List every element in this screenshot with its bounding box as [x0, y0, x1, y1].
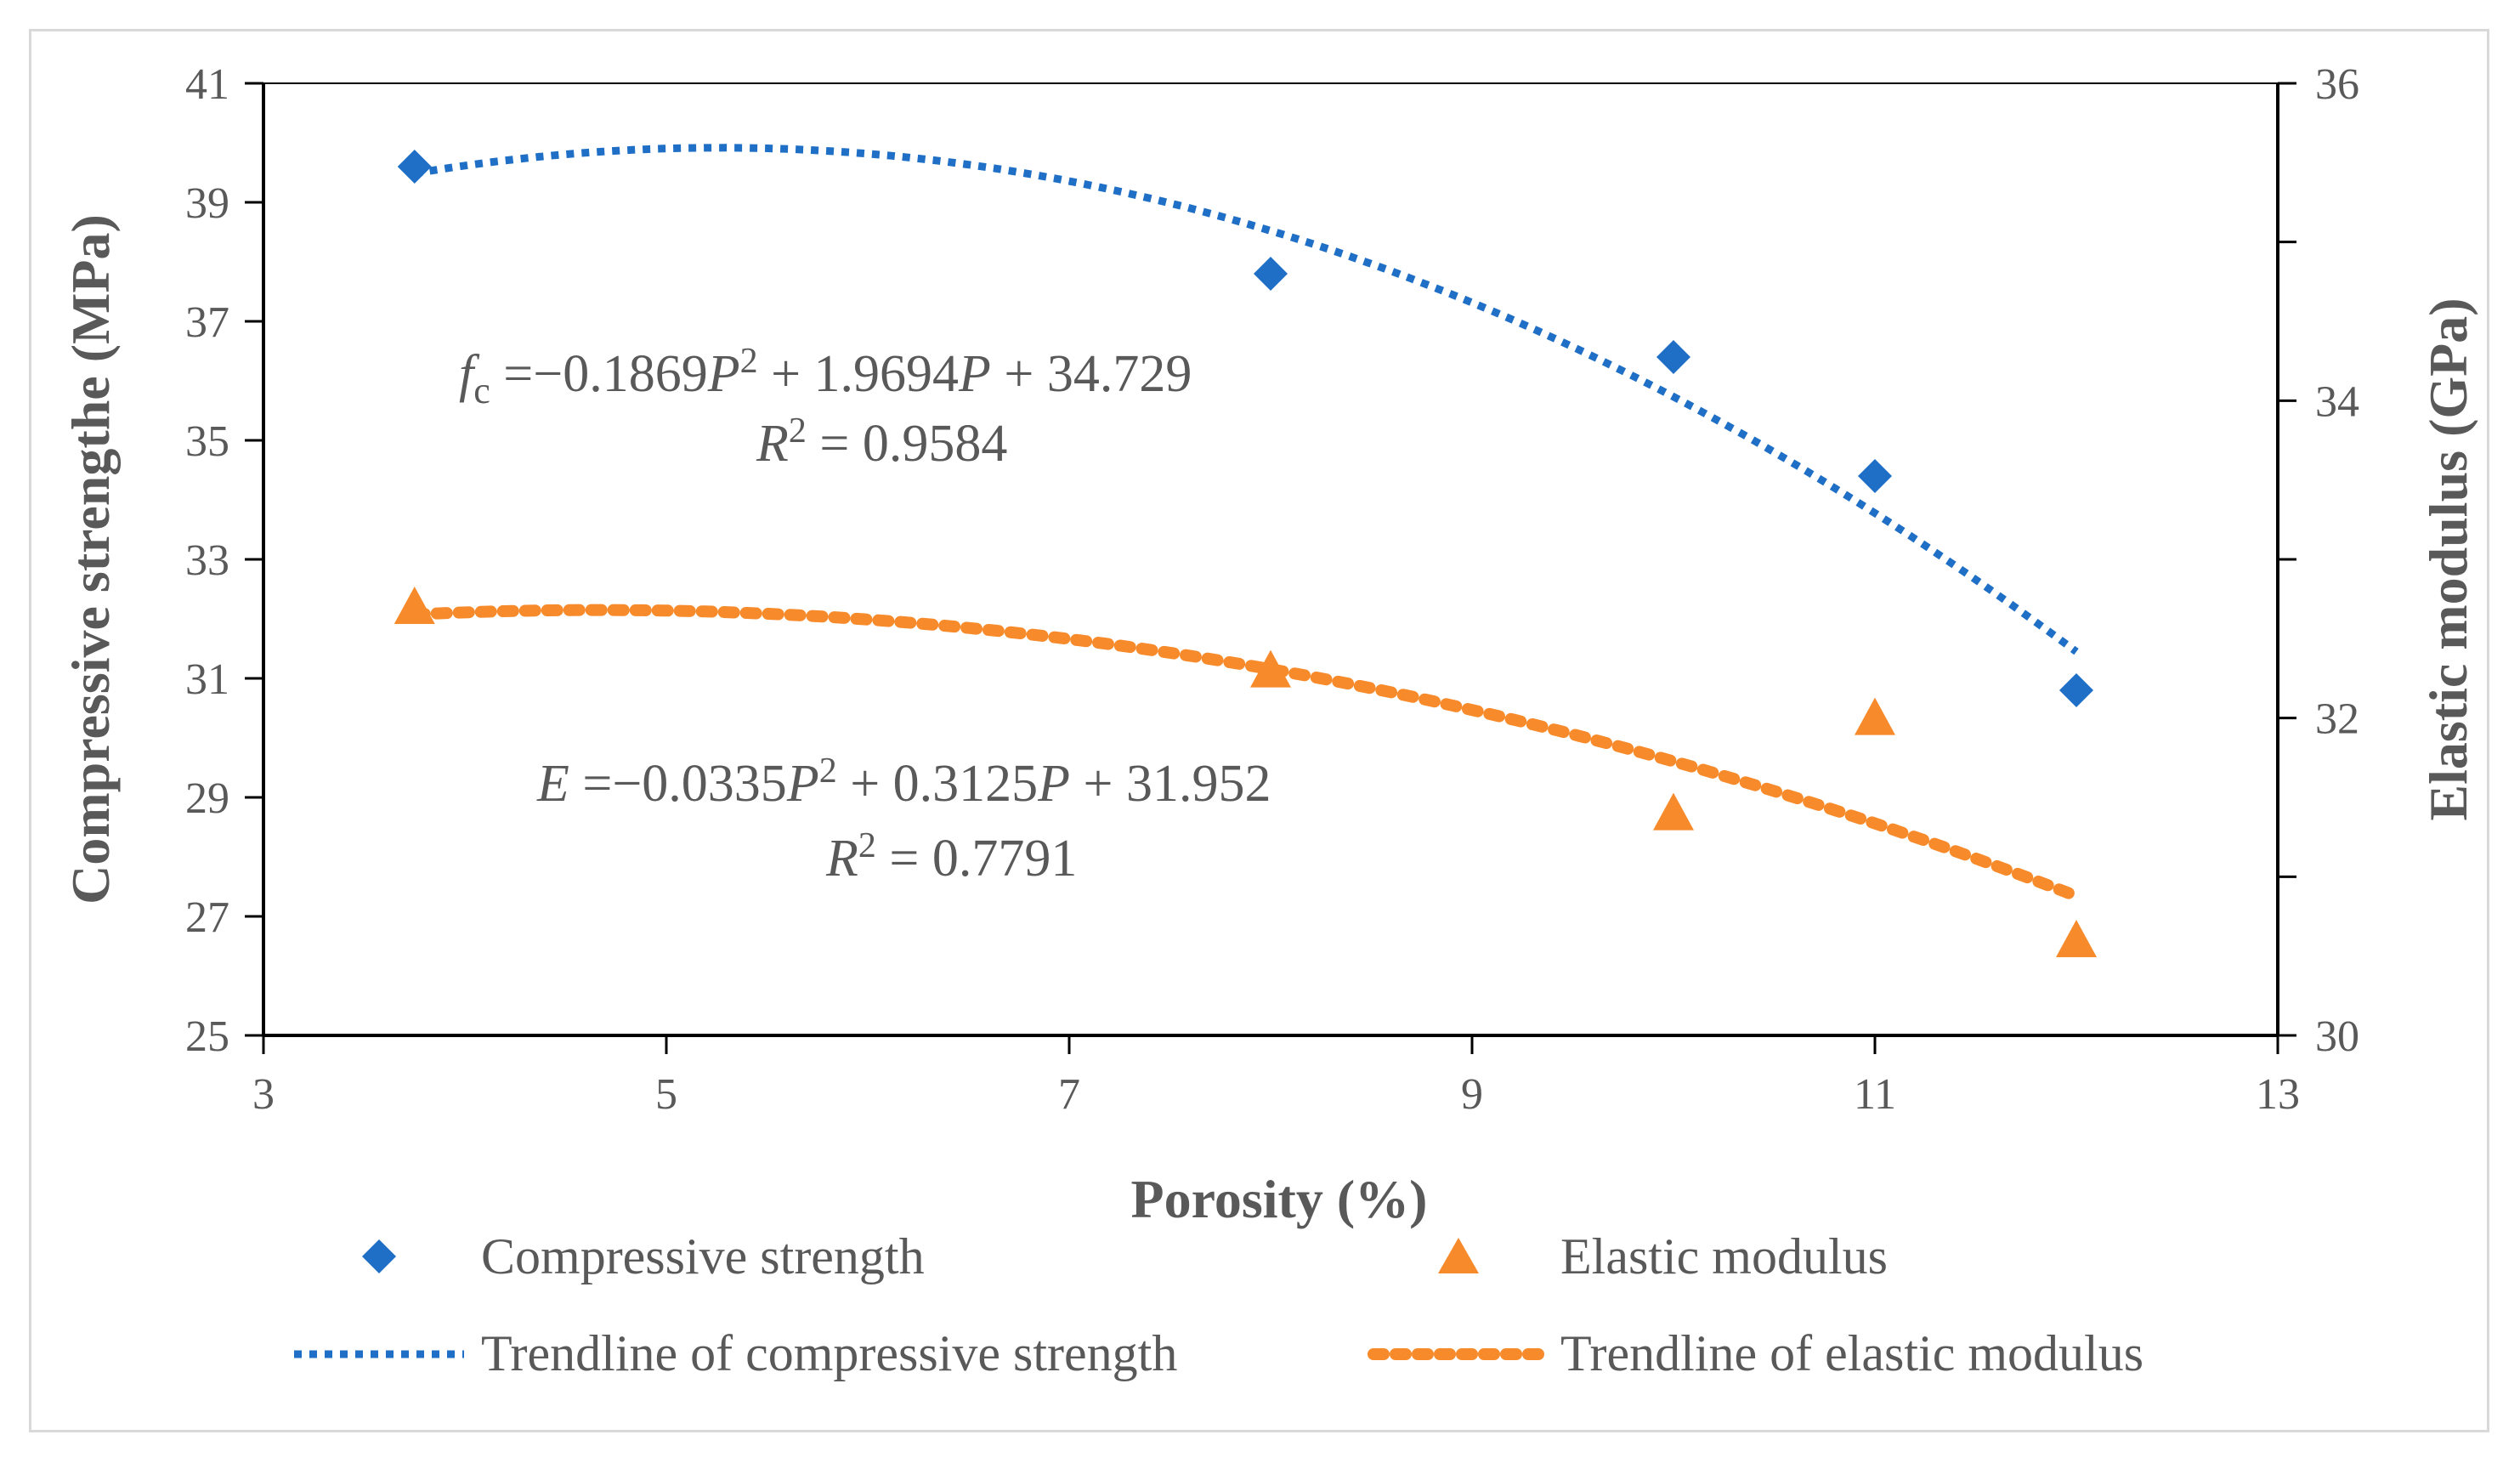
trendline-elastic	[408, 604, 2082, 903]
legend-label-trend-elastic: Trendline of elastic modulus	[1560, 1325, 2143, 1381]
point-compressive-strength	[1858, 459, 1892, 493]
legend-triangle-marker	[1438, 1238, 1479, 1273]
y-tick-label: 41	[185, 60, 229, 109]
axes	[262, 82, 2279, 1037]
point-elastic-modulus	[1855, 697, 1895, 735]
point-elastic-modulus	[2056, 920, 2097, 957]
y-tick-label: 37	[185, 298, 229, 347]
point-compressive-strength	[2059, 673, 2093, 707]
y-tick-label: 33	[185, 536, 229, 585]
y2-tick-label: 30	[2315, 1012, 2359, 1061]
x-tick-label: 5	[655, 1070, 677, 1119]
y2-tick-label: 32	[2315, 695, 2359, 744]
y2-tick-label: 34	[2315, 377, 2359, 426]
equation-compressive: fc =−0.1869P2 + 1.9694P + 34.729	[459, 342, 1192, 411]
point-compressive-strength	[397, 150, 432, 184]
legend-diamond-marker	[362, 1239, 396, 1273]
trendlines	[408, 144, 2082, 903]
legend-label-trend-compressive: Trendline of compressive strength	[481, 1325, 1177, 1381]
legend-label-elastic: Elastic modulus	[1560, 1228, 1888, 1284]
trendline-compressive	[414, 144, 2079, 655]
x-tick-label: 13	[2256, 1070, 2300, 1119]
y-tick-label: 39	[185, 179, 229, 228]
markers	[394, 150, 2097, 957]
x-tick-label: 11	[1854, 1070, 1896, 1119]
x-tick-label: 7	[1058, 1070, 1080, 1119]
point-compressive-strength	[1656, 340, 1690, 374]
y2-tick-label: 36	[2315, 60, 2359, 109]
y-tick-label: 35	[185, 417, 229, 466]
x-tick-label: 9	[1461, 1070, 1483, 1119]
point-elastic-modulus	[1653, 792, 1694, 831]
y-tick-label: 25	[185, 1012, 229, 1061]
y-tick-label: 29	[185, 774, 229, 823]
y2-axis-title: Elastic modulus (GPa)	[2418, 298, 2478, 820]
y-axis-title: Compressive strengthe (MPa)	[60, 214, 121, 904]
y-tick-label: 31	[185, 655, 229, 704]
legend-label-compressive: Compressive strength	[481, 1228, 925, 1284]
equation-elastic: E =−0.0335P2 + 0.3125P + 31.952	[536, 751, 1271, 813]
point-compressive-strength	[1254, 257, 1288, 291]
point-elastic-modulus	[394, 587, 435, 624]
x-axis-title: Porosity (%)	[1131, 1169, 1428, 1229]
legend: Compressive strength Elastic modulus Tre…	[294, 1228, 2143, 1381]
chart-frame	[29, 29, 2489, 1432]
y-tick-label: 27	[185, 893, 229, 942]
x-tick-label: 3	[252, 1070, 275, 1119]
r2-elastic: R2 = 0.7791	[825, 826, 1077, 887]
point-elastic-modulus	[1250, 649, 1291, 688]
r2-compressive: R2 = 0.9584	[756, 411, 1007, 473]
